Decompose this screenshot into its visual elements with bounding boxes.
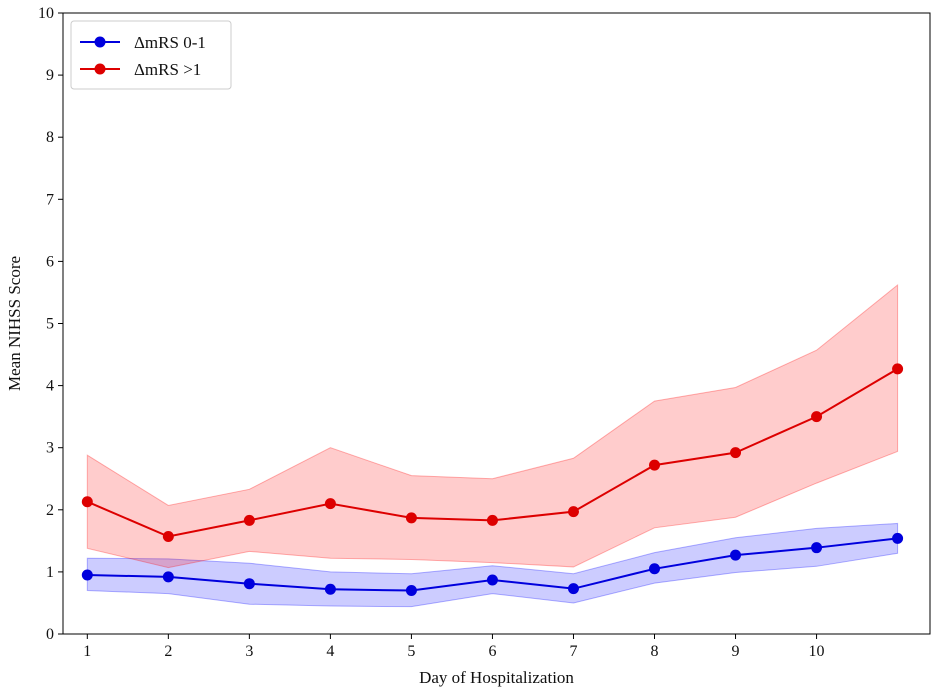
x-tick-label: 5 xyxy=(407,643,415,660)
point-mrs-gt-1-5 xyxy=(405,512,417,524)
x-tick-label: 9 xyxy=(732,643,740,660)
point-mrs-0-1-5 xyxy=(405,585,417,597)
x-tick-label: 7 xyxy=(569,643,577,660)
point-mrs-0-1-6 xyxy=(486,574,498,586)
legend-label-mrs-0-1: ΔmRS 0-1 xyxy=(134,33,206,52)
legend-box xyxy=(70,20,232,90)
y-tick-label: 5 xyxy=(46,316,54,333)
point-mrs-gt-1-11 xyxy=(892,363,904,375)
y-tick-label: 9 xyxy=(46,67,54,84)
y-tick-label: 2 xyxy=(46,502,54,519)
y-tick-label: 7 xyxy=(46,191,54,208)
point-mrs-0-1-4 xyxy=(324,583,336,595)
legend-marker-mrs-0-1 xyxy=(94,36,106,48)
x-tick-label: 1 xyxy=(83,643,91,660)
x-tick-label: 2 xyxy=(164,643,172,660)
point-mrs-gt-1-9 xyxy=(730,447,742,459)
legend: ΔmRS 0-1 ΔmRS >1 xyxy=(70,20,232,90)
x-tick-label: 4 xyxy=(326,643,334,660)
band-mrs-gt-1 xyxy=(86,283,899,569)
x-tick-label: 6 xyxy=(488,643,496,660)
point-mrs-gt-1-10 xyxy=(811,411,823,423)
point-mrs-gt-1-8 xyxy=(649,459,661,471)
point-mrs-gt-1-6 xyxy=(486,514,498,526)
x-tick-label: 10 xyxy=(809,643,825,660)
y-tick-label: 8 xyxy=(46,129,54,146)
point-mrs-0-1-9 xyxy=(730,549,742,561)
point-mrs-0-1-10 xyxy=(811,542,823,554)
y-tick-label: 3 xyxy=(46,440,54,457)
x-tick-label: 8 xyxy=(651,643,659,660)
series-points xyxy=(81,363,904,597)
confidence-bands xyxy=(86,283,899,608)
x-axis-title: Day of Hospitalization xyxy=(419,668,574,687)
y-tick-label: 10 xyxy=(38,5,54,22)
point-mrs-gt-1-3 xyxy=(243,514,255,526)
point-mrs-gt-1-7 xyxy=(567,506,579,518)
y-axis-ticks: 0 1 2 3 4 5 6 7 8 9 10 xyxy=(38,5,63,643)
y-tick-label: 0 xyxy=(46,626,54,643)
point-mrs-0-1-1 xyxy=(81,569,93,581)
legend-label-mrs-gt-1: ΔmRS >1 xyxy=(134,60,201,79)
point-mrs-0-1-2 xyxy=(162,571,174,583)
x-tick-label: 3 xyxy=(245,643,253,660)
x-axis-ticks: 1 2 3 4 5 6 7 8 9 10 xyxy=(83,634,825,660)
point-mrs-gt-1-2 xyxy=(162,531,174,543)
legend-marker-mrs-gt-1 xyxy=(94,63,106,75)
point-mrs-0-1-7 xyxy=(567,583,579,595)
point-mrs-gt-1-1 xyxy=(81,496,93,508)
y-axis-title: Mean NIHSS Score xyxy=(5,256,24,391)
point-mrs-gt-1-4 xyxy=(324,498,336,510)
point-mrs-0-1-8 xyxy=(649,563,661,575)
y-tick-label: 6 xyxy=(46,253,54,270)
y-tick-label: 1 xyxy=(46,564,54,581)
point-mrs-0-1-3 xyxy=(243,578,255,590)
point-mrs-0-1-11 xyxy=(892,532,904,544)
y-tick-label: 4 xyxy=(46,378,54,395)
